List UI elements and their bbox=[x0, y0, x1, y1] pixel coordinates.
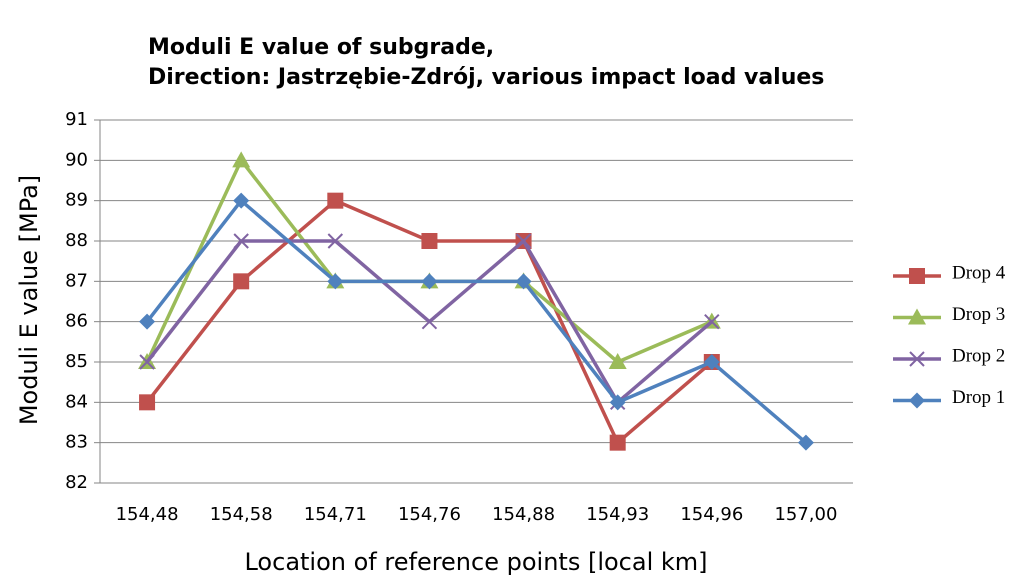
x-tick-label: 154,71 bbox=[304, 504, 367, 525]
y-tick-label: 82 bbox=[65, 472, 88, 493]
legend-label: Drop 3 bbox=[952, 304, 1005, 325]
x-tick-label: 154,76 bbox=[398, 504, 461, 525]
data-point bbox=[232, 151, 251, 168]
x-tick-label: 157,00 bbox=[774, 504, 837, 525]
data-point bbox=[609, 434, 626, 451]
data-point bbox=[797, 434, 814, 451]
x-tick-label: 154,93 bbox=[586, 504, 649, 525]
y-tick-label: 90 bbox=[65, 149, 88, 170]
data-point bbox=[327, 273, 344, 290]
y-tick-label: 85 bbox=[65, 351, 88, 372]
x-tick-label: 154,96 bbox=[680, 504, 743, 525]
legend-label: Drop 1 bbox=[952, 387, 1005, 408]
data-point bbox=[139, 394, 156, 411]
chart-title: Direction: Jastrzębie-Zdrój, various imp… bbox=[148, 65, 824, 90]
legend-marker bbox=[909, 268, 925, 284]
data-point bbox=[233, 192, 250, 209]
legend-marker bbox=[908, 308, 926, 325]
y-tick-label: 83 bbox=[65, 432, 88, 453]
series-line bbox=[145, 198, 808, 444]
legend-label: Drop 4 bbox=[952, 262, 1006, 283]
series-line bbox=[145, 158, 713, 364]
y-tick-label: 87 bbox=[65, 270, 88, 291]
data-point bbox=[139, 313, 156, 330]
data-point bbox=[139, 354, 155, 370]
legend-label: Drop 2 bbox=[952, 345, 1005, 366]
y-tick-label: 86 bbox=[65, 311, 88, 332]
data-point bbox=[233, 273, 250, 290]
y-tick-label: 91 bbox=[65, 109, 88, 130]
data-point bbox=[608, 353, 627, 369]
data-point bbox=[327, 192, 344, 209]
x-tick-label: 154,48 bbox=[116, 504, 179, 525]
data-point bbox=[233, 233, 249, 249]
data-point bbox=[421, 313, 438, 330]
x-tick-label: 154,58 bbox=[210, 504, 273, 525]
data-point bbox=[421, 233, 438, 249]
data-point bbox=[704, 313, 720, 330]
data-point bbox=[703, 354, 720, 370]
y-tick-label: 84 bbox=[65, 391, 88, 412]
chart-title: Moduli E value of subgrade, bbox=[148, 35, 494, 60]
legend-marker bbox=[909, 392, 925, 409]
x-tick-label: 154,88 bbox=[492, 504, 555, 525]
x-axis-label: Location of reference points [local km] bbox=[244, 548, 707, 576]
data-point bbox=[515, 273, 532, 290]
y-axis-label: Moduli E value [MPa] bbox=[15, 175, 43, 425]
y-tick-label: 88 bbox=[65, 230, 88, 251]
data-point bbox=[421, 273, 438, 290]
data-point bbox=[609, 394, 626, 411]
legend-marker bbox=[909, 351, 925, 367]
data-point bbox=[327, 233, 344, 249]
data-point bbox=[515, 233, 532, 249]
y-tick-label: 89 bbox=[65, 190, 88, 211]
